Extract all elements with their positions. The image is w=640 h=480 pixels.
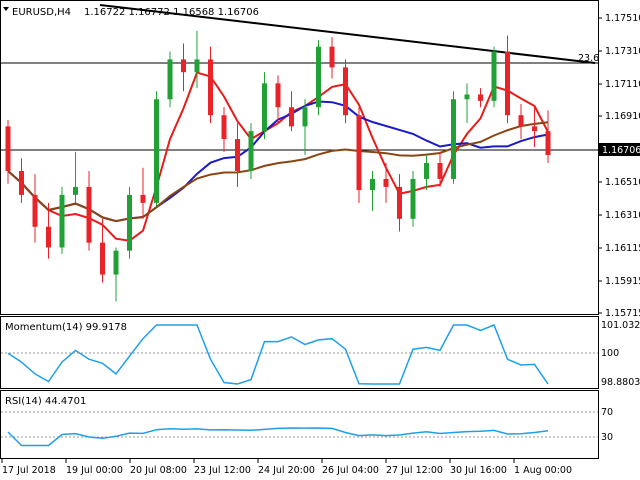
price-axis-label: 1.17310 — [605, 46, 640, 57]
candle-body — [46, 226, 51, 248]
time-axis-label: 1 Aug 00:00 — [514, 465, 572, 476]
candle-body — [532, 126, 537, 132]
candle-body — [235, 139, 240, 171]
price-axis-label: 1.16310 — [605, 210, 640, 221]
momentum-axis-label: 101.0327 — [601, 320, 640, 331]
time-axis-label: 23 Jul 12:00 — [194, 465, 251, 476]
time-axis-label: 30 Jul 16:00 — [450, 465, 507, 476]
candle-body — [73, 186, 78, 195]
main-chart-panel[interactable] — [0, 0, 599, 315]
current-price-tag — [599, 143, 640, 156]
candle-body — [356, 115, 362, 191]
candle-body — [100, 242, 105, 275]
descending-trendline[interactable] — [99, 4, 596, 64]
price-axis-label: 1.16510 — [605, 177, 640, 188]
dropdown-triangle-icon[interactable] — [3, 7, 9, 11]
candle-body — [113, 250, 119, 275]
candle-body — [19, 170, 24, 195]
candle-body — [181, 59, 186, 73]
rsi-axis-label: 70 — [601, 407, 613, 418]
current-price-label: 1.16706 — [602, 145, 640, 156]
candle-body — [343, 67, 348, 116]
time-axis-label: 24 Jul 20:00 — [258, 465, 315, 476]
time-axis-label: 26 Jul 04:00 — [322, 465, 379, 476]
candle-body — [59, 194, 65, 248]
candle-body — [262, 83, 267, 132]
price-axis-label: 1.17510 — [605, 13, 640, 24]
candle-body — [505, 51, 510, 116]
candle-body — [316, 46, 321, 108]
momentum-title: Momentum(14) 99.9178 — [5, 322, 127, 333]
candle-body — [221, 115, 227, 140]
candle-body — [464, 94, 470, 100]
price-axis-label: 1.16910 — [605, 111, 640, 122]
candle-body — [248, 131, 254, 171]
price-axis-label: 1.15915 — [605, 276, 640, 287]
candle-body — [154, 99, 159, 203]
candle-body — [275, 83, 281, 108]
candle-body — [167, 59, 173, 100]
momentum-axis-label: 98.8803 — [601, 377, 640, 388]
symbol-timeframe-label: EURUSD,H4 — [12, 7, 71, 18]
rsi-title: RSI(14) 44.4701 — [5, 396, 86, 407]
candle-body — [424, 163, 429, 179]
candle-body — [451, 99, 456, 179]
time-axis-label: 19 Jul 00:00 — [66, 465, 123, 476]
candle-body — [289, 107, 294, 127]
candle-body — [478, 94, 483, 101]
candle-body — [86, 186, 92, 243]
candle-body — [410, 178, 416, 219]
rsi-panel[interactable] — [0, 390, 599, 459]
candle-body — [127, 194, 132, 251]
rsi-line — [7, 427, 549, 447]
time-axis-label: 20 Jul 08:00 — [130, 465, 187, 476]
price-axis-label: 1.16115 — [605, 243, 640, 254]
candle-body — [518, 115, 524, 127]
candle-body — [397, 186, 402, 219]
price-axis-label: 1.15715 — [605, 308, 640, 319]
ohlc-readout: 1.16722 1.16772 1.16568 1.16706 — [84, 7, 259, 18]
candle-body — [140, 194, 146, 203]
momentum-axis-label: 100 — [601, 348, 619, 359]
candle-body — [545, 131, 551, 156]
candle-body — [491, 51, 497, 101]
candle-body — [329, 46, 335, 68]
momentum-line — [7, 324, 549, 385]
rsi-axis-label: 30 — [601, 432, 613, 443]
candle-body — [32, 194, 38, 227]
ma-slow-line — [7, 121, 549, 223]
candle-body — [370, 178, 375, 191]
time-axis-label: 27 Jul 12:00 — [386, 465, 443, 476]
price-axis-label: 1.17110 — [605, 79, 640, 90]
candle-body — [383, 178, 389, 187]
candle-body — [194, 59, 200, 73]
candle-body — [302, 107, 308, 127]
candle-body — [437, 163, 443, 179]
time-axis-label: 17 Jul 2018 — [2, 465, 56, 476]
candle-body — [5, 126, 11, 171]
fib-level-label: 23.6 — [578, 53, 599, 64]
candle-body — [208, 59, 213, 116]
